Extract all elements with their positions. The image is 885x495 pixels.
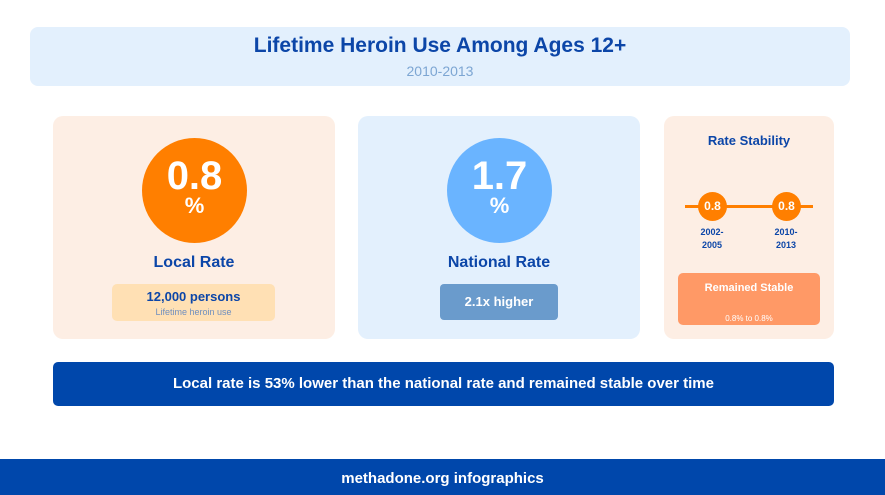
stable-status-text: Remained Stable: [704, 282, 794, 294]
national-rate-value: 1.7: [471, 154, 528, 198]
persons-badge: 12,000 persons Lifetime heroin use: [112, 284, 275, 321]
local-rate-circle: 0.8 %: [142, 138, 247, 243]
national-rate-unit: %: [489, 193, 510, 218]
period-end: 2005: [701, 240, 723, 250]
local-rate-value: 0.8: [166, 154, 223, 198]
period-start: 2002-: [700, 227, 724, 237]
stability-title: Rate Stability: [707, 133, 791, 148]
timeline-label-2002: 2002- 2005: [687, 226, 737, 252]
period-end: 2013: [775, 240, 797, 250]
local-rate-unit: %: [184, 193, 205, 218]
period-start: 2010-: [774, 227, 798, 237]
local-rate-label: Local Rate: [153, 254, 235, 271]
stable-range-text: 0.8% to 0.8%: [725, 314, 773, 323]
timeline-point-2010: 0.8: [772, 192, 801, 221]
comparison-badge: 2.1x higher: [440, 284, 558, 320]
rate-stability-card: Rate Stability 0.8 0.8 2002- 2005 2010- …: [664, 116, 834, 339]
page-title: Lifetime Heroin Use Among Ages 12+: [253, 34, 627, 57]
national-rate-card: 1.7 % National Rate 2.1x higher: [358, 116, 640, 339]
header-banner: Lifetime Heroin Use Among Ages 12+ 2010-…: [30, 27, 850, 86]
timeline-point-2002: 0.8: [698, 192, 727, 221]
persons-count: 12,000 persons: [146, 289, 241, 304]
page-subtitle: 2010-2013: [406, 63, 474, 79]
summary-banner: Local rate is 53% lower than the nationa…: [53, 362, 834, 406]
national-rate-circle: 1.7 %: [447, 138, 552, 243]
national-rate-label: National Rate: [447, 254, 551, 271]
timeline-line: [685, 205, 813, 208]
local-rate-card: 0.8 % Local Rate 12,000 persons Lifetime…: [53, 116, 335, 339]
stable-status-badge: Remained Stable 0.8% to 0.8%: [678, 273, 820, 325]
persons-note: Lifetime heroin use: [155, 307, 232, 317]
timeline-label-2010: 2010- 2013: [761, 226, 811, 252]
footer-credit: methadone.org infographics: [0, 459, 885, 495]
